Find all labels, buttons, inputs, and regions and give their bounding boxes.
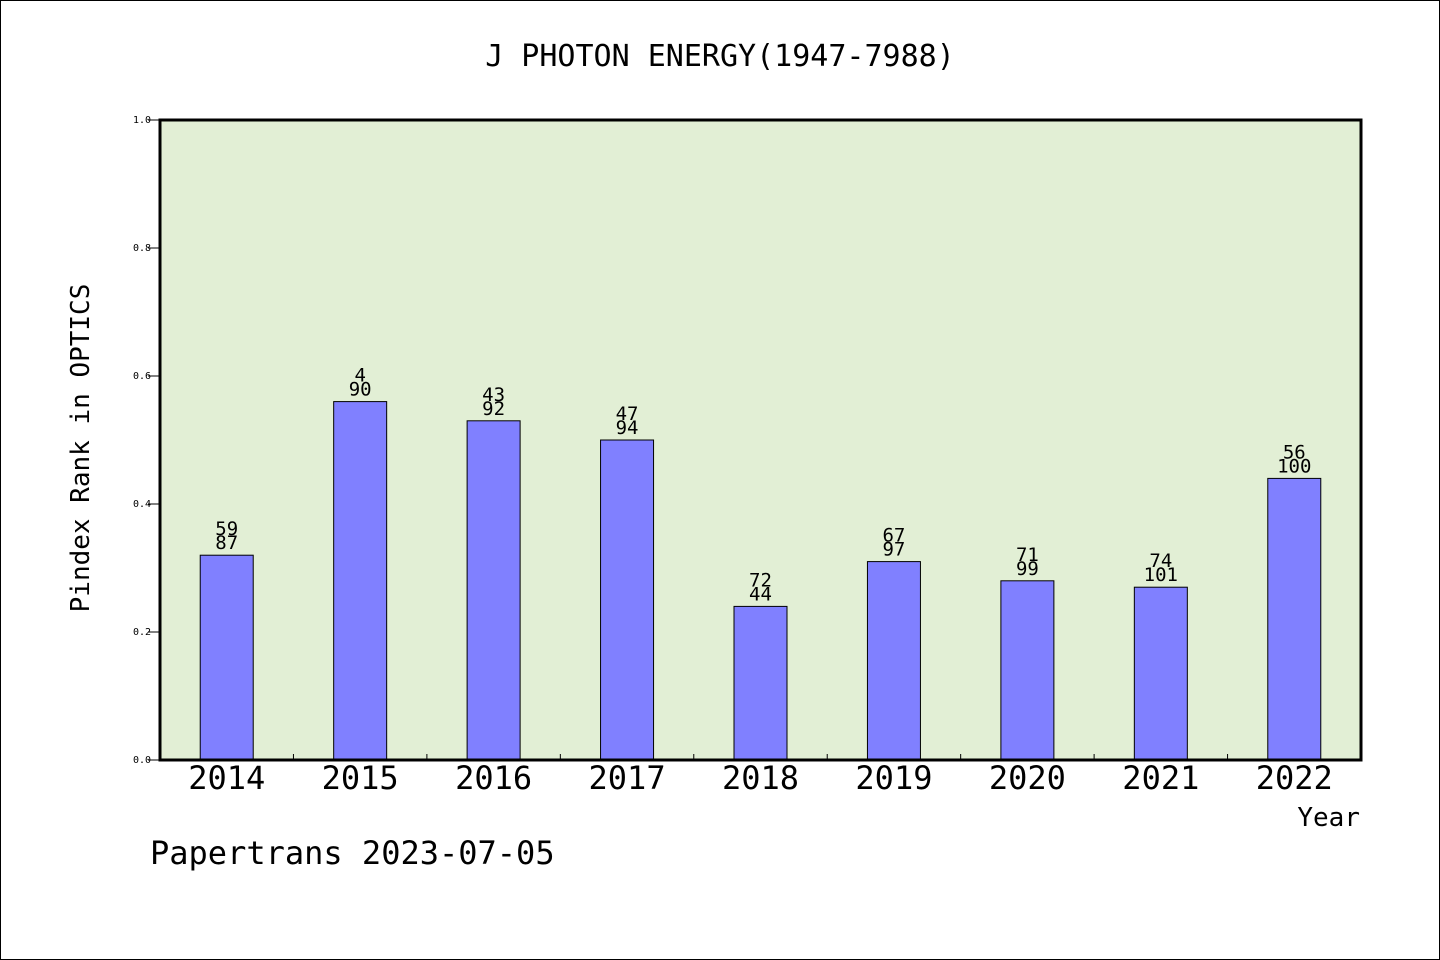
x-tick-label-2020: 2020	[989, 759, 1066, 797]
bar-label-top-2019: 67	[882, 525, 905, 547]
axis-ticks: 2014 2015 2016 2017 2018 2019 2020 2021 2022 0.0 0…	[133, 115, 1333, 797]
bar-2021	[1133, 586, 1188, 761]
bar-label-bottom-2022: 100	[1277, 455, 1311, 477]
y-tick-label: 0.0	[133, 755, 151, 766]
bar-2022	[1267, 477, 1322, 761]
x-axis-label: Year	[1297, 803, 1360, 833]
bar-label-bottom-2017: 94	[616, 417, 639, 439]
chart-title: J PHOTON ENERGY(1947-7988)	[485, 39, 955, 74]
bar-2019	[866, 561, 921, 761]
y-tick-label: 0.4	[133, 499, 151, 510]
bar-label-bottom-2018: 44	[749, 583, 772, 605]
y-tick-label: 0.2	[133, 627, 151, 638]
y-axis-label: Pindex Rank in OPTICS	[66, 284, 96, 613]
bar-label-top-2014: 59	[215, 518, 238, 540]
bar-label-top-2021: 74	[1149, 550, 1172, 572]
x-tick-label-2016: 2016	[455, 759, 532, 797]
bar-label-bottom-2015: 90	[349, 379, 372, 401]
y-tick-label: 0.6	[133, 371, 151, 382]
x-tick-label-2022: 2022	[1256, 759, 1333, 797]
bar-label-top-2018: 72	[749, 569, 772, 591]
bar-label-bottom-2020: 99	[1016, 558, 1039, 580]
x-tick-label-2015: 2015	[322, 759, 399, 797]
bar-label-top-2022: 56	[1283, 441, 1306, 463]
bar-label-top-2015: 4	[354, 365, 365, 387]
bar-label-top-2020: 71	[1016, 544, 1039, 566]
bar-2016	[466, 420, 521, 761]
bar-2014	[199, 554, 254, 761]
bar-2020	[1000, 580, 1055, 761]
bar-label-top-2017: 47	[616, 403, 639, 425]
bar-2017	[600, 439, 655, 761]
plot-border	[158, 118, 1363, 762]
x-tick-label-2017: 2017	[589, 759, 666, 797]
y-tick-label: 0.8	[133, 243, 151, 254]
bar-label-bottom-2014: 87	[215, 532, 238, 554]
bar-label-top-2016: 43	[482, 384, 505, 406]
y-tick-label: 1.0	[133, 115, 151, 126]
x-tick-label-2014: 2014	[188, 759, 265, 797]
footer-text: Papertrans 2023-07-05	[150, 834, 555, 872]
bar-label-bottom-2021: 101	[1144, 564, 1178, 586]
bar-2018	[733, 605, 788, 761]
bar-2015	[333, 401, 388, 761]
x-tick-label-2019: 2019	[855, 759, 932, 797]
bar-label-bottom-2016: 92	[482, 398, 505, 420]
x-tick-label-2021: 2021	[1122, 759, 1199, 797]
bar-label-bottom-2019: 97	[882, 539, 905, 561]
x-tick-label-2018: 2018	[722, 759, 799, 797]
